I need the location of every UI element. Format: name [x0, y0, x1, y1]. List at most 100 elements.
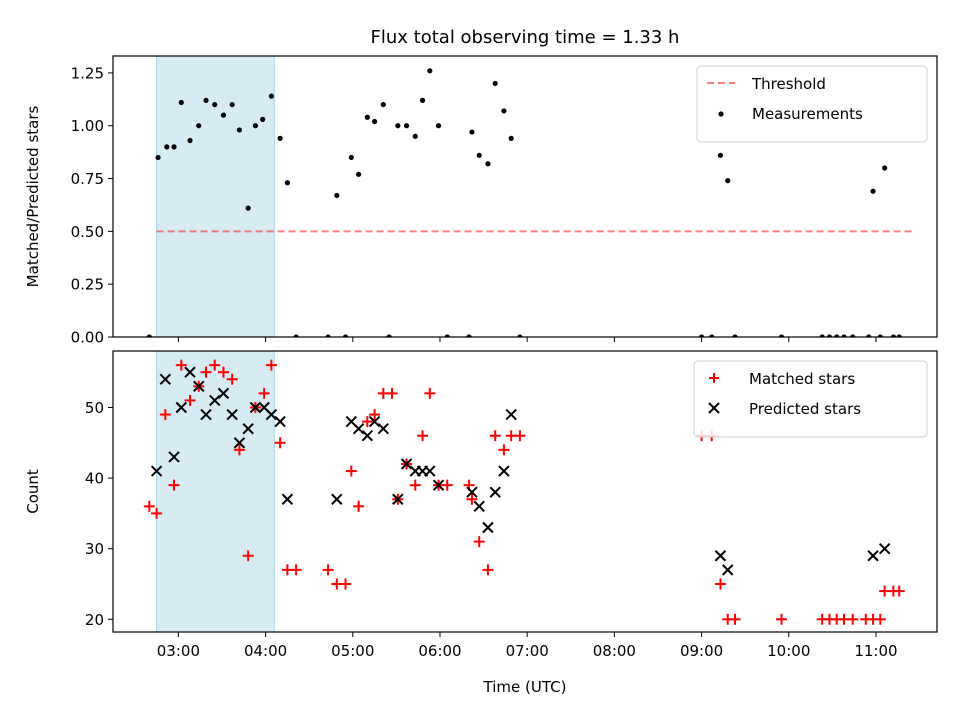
data-point [698, 334, 705, 337]
data-point [729, 613, 741, 625]
data-point [432, 479, 445, 491]
data-point [265, 359, 277, 371]
data-point [482, 521, 494, 534]
data-point [368, 415, 381, 428]
legend-label: Predicted stars [749, 400, 861, 418]
data-point [473, 536, 485, 548]
data-point [356, 171, 362, 177]
data-point [159, 409, 171, 421]
data-point [489, 430, 501, 442]
y-tick-label: 50 [85, 399, 104, 417]
data-point [466, 486, 478, 498]
data-point [409, 479, 421, 491]
data-point [517, 334, 523, 337]
data-point [476, 152, 482, 158]
data-point [268, 93, 275, 99]
data-point [505, 408, 517, 421]
legend-entry: Matched stars [709, 370, 855, 388]
data-point [501, 108, 507, 114]
axes-frame [112, 350, 938, 633]
data-point [168, 479, 180, 491]
x-axis-label: Time (UTC) [483, 678, 567, 696]
legend-handle [709, 373, 719, 383]
data-point [220, 112, 227, 118]
data-point [196, 123, 202, 129]
data-point [203, 97, 209, 103]
data-point [834, 334, 840, 337]
x-tick-label: 07:00 [506, 642, 549, 660]
data-point [466, 493, 478, 505]
data-point [890, 334, 897, 337]
data-point [400, 458, 413, 470]
data-point [508, 135, 514, 141]
data-point [274, 415, 286, 428]
data-point [193, 380, 205, 393]
data-point [187, 137, 193, 144]
data-point [369, 409, 381, 421]
data-point [242, 422, 254, 435]
data-point [469, 129, 475, 135]
y-tick-label: 30 [85, 540, 104, 558]
data-point [334, 192, 340, 199]
data-point [377, 422, 390, 435]
legend-handle [718, 111, 724, 117]
data-point [882, 165, 888, 171]
data-point [498, 444, 510, 456]
data-point [424, 465, 436, 477]
data-point [466, 334, 472, 337]
data-point [209, 394, 221, 407]
shaded-interval [156, 350, 275, 633]
data-point [395, 123, 401, 129]
axes-frame [112, 55, 938, 338]
data-point [492, 80, 498, 87]
x-tick-label: 06:00 [418, 642, 461, 660]
data-point [226, 408, 238, 421]
data-point [200, 408, 212, 421]
data-point [184, 394, 196, 406]
series-matched-stars [143, 359, 905, 625]
data-point [217, 387, 230, 400]
data-point [171, 144, 177, 150]
data-point [482, 564, 494, 576]
data-point [178, 99, 184, 106]
data-point [722, 564, 734, 576]
legend-entry: Predicted stars [708, 400, 861, 418]
data-point [245, 205, 251, 211]
legend-label: Matched stars [749, 370, 855, 388]
data-point [331, 493, 343, 505]
data-point [146, 334, 152, 337]
top-panel-matched-ratio: 0.00 0.25 0.50 0.75 1.00 1.25 Matched/Predicte… [24, 55, 938, 347]
y-tick-label: 0.25 [71, 276, 104, 294]
data-point [386, 334, 392, 337]
data-point [776, 613, 788, 625]
legend-label: Threshold [751, 75, 826, 93]
data-point [896, 334, 902, 337]
data-point [265, 408, 278, 421]
x-tick-label: 09:00 [680, 642, 723, 660]
data-point [353, 500, 365, 512]
y-tick-label: 0.50 [71, 223, 104, 241]
data-point [473, 500, 485, 513]
legend: Matched stars Predicted stars [693, 360, 928, 438]
data-point [714, 578, 726, 590]
data-point [877, 334, 883, 337]
data-point [290, 564, 302, 576]
data-point [233, 444, 245, 456]
legend-entry: Threshold [707, 75, 826, 93]
data-point [151, 507, 163, 519]
data-point [874, 613, 886, 625]
data-point [444, 334, 450, 337]
data-point [424, 387, 436, 399]
data-point [403, 123, 410, 129]
data-point [209, 359, 221, 371]
data-point [709, 334, 715, 337]
data-point [364, 114, 370, 120]
data-point [819, 334, 825, 337]
data-point [867, 550, 879, 562]
series-predicted-stars [150, 366, 891, 576]
data-point [217, 366, 229, 378]
data-point [342, 334, 349, 337]
data-point [717, 152, 724, 158]
legend: Threshold Measurements [696, 65, 928, 143]
